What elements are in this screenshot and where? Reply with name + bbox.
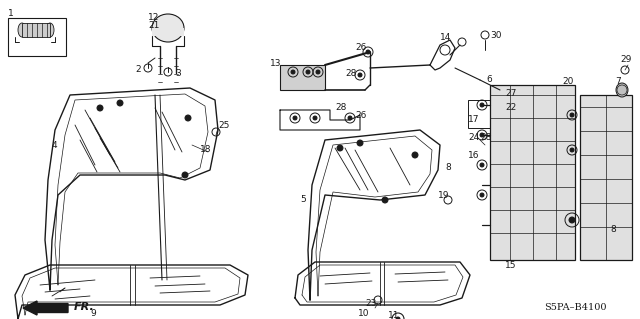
Text: 26: 26 xyxy=(355,110,366,120)
Circle shape xyxy=(480,163,484,167)
Text: 8: 8 xyxy=(445,164,451,173)
Bar xyxy=(490,85,575,260)
Text: 20: 20 xyxy=(562,78,573,86)
Text: 13: 13 xyxy=(270,58,282,68)
Circle shape xyxy=(358,73,362,77)
Circle shape xyxy=(313,116,317,120)
Circle shape xyxy=(348,116,352,120)
Circle shape xyxy=(382,197,388,203)
Text: 27: 27 xyxy=(505,88,516,98)
Circle shape xyxy=(396,317,400,319)
Bar xyxy=(468,100,503,128)
Text: 10: 10 xyxy=(358,308,369,317)
Circle shape xyxy=(117,100,123,106)
Text: 12: 12 xyxy=(148,13,159,23)
Circle shape xyxy=(366,50,370,54)
Circle shape xyxy=(569,217,575,223)
Text: 4: 4 xyxy=(52,140,58,150)
FancyArrow shape xyxy=(23,301,68,315)
Text: 8: 8 xyxy=(610,226,616,234)
Circle shape xyxy=(185,115,191,121)
Circle shape xyxy=(97,105,103,111)
Text: 14: 14 xyxy=(440,33,451,42)
Bar xyxy=(152,28,184,36)
Text: 16: 16 xyxy=(468,151,479,160)
Text: 30: 30 xyxy=(490,31,502,40)
Bar xyxy=(22,23,50,37)
Ellipse shape xyxy=(616,83,628,97)
Text: 23: 23 xyxy=(365,300,376,308)
Circle shape xyxy=(316,70,320,74)
Text: 28: 28 xyxy=(335,103,346,113)
Text: 9: 9 xyxy=(90,308,96,317)
Text: 2: 2 xyxy=(135,65,141,75)
Text: FR.: FR. xyxy=(74,302,95,312)
Text: 15: 15 xyxy=(505,261,516,270)
Text: 18: 18 xyxy=(200,145,211,154)
Circle shape xyxy=(480,193,484,197)
Bar xyxy=(8,18,66,56)
Text: 25: 25 xyxy=(218,121,229,130)
Text: 28: 28 xyxy=(480,133,492,143)
Ellipse shape xyxy=(46,23,54,37)
Text: 7: 7 xyxy=(615,78,621,86)
Text: 1: 1 xyxy=(8,10,13,19)
Circle shape xyxy=(182,172,188,178)
Text: 28: 28 xyxy=(345,69,356,78)
Circle shape xyxy=(570,113,574,117)
Text: S5PA–B4100: S5PA–B4100 xyxy=(544,303,606,313)
Bar xyxy=(280,65,325,90)
Text: 19: 19 xyxy=(438,190,449,199)
Text: 29: 29 xyxy=(620,56,632,64)
Circle shape xyxy=(291,70,295,74)
Circle shape xyxy=(306,70,310,74)
Text: 21: 21 xyxy=(148,21,159,31)
Ellipse shape xyxy=(18,23,26,37)
Circle shape xyxy=(570,148,574,152)
Text: 24: 24 xyxy=(468,133,479,143)
Circle shape xyxy=(412,152,418,158)
Bar xyxy=(580,95,632,260)
Text: 17: 17 xyxy=(468,115,479,124)
Ellipse shape xyxy=(152,14,184,42)
Circle shape xyxy=(357,140,363,146)
Circle shape xyxy=(480,133,484,137)
Text: 11: 11 xyxy=(388,310,399,319)
Circle shape xyxy=(496,93,500,97)
Text: 22: 22 xyxy=(505,103,516,113)
Text: 6: 6 xyxy=(486,76,492,85)
Text: 3: 3 xyxy=(175,70,180,78)
Circle shape xyxy=(480,103,484,107)
Text: 5: 5 xyxy=(300,196,306,204)
Text: 26: 26 xyxy=(355,42,366,51)
Circle shape xyxy=(337,145,343,151)
Circle shape xyxy=(293,116,297,120)
